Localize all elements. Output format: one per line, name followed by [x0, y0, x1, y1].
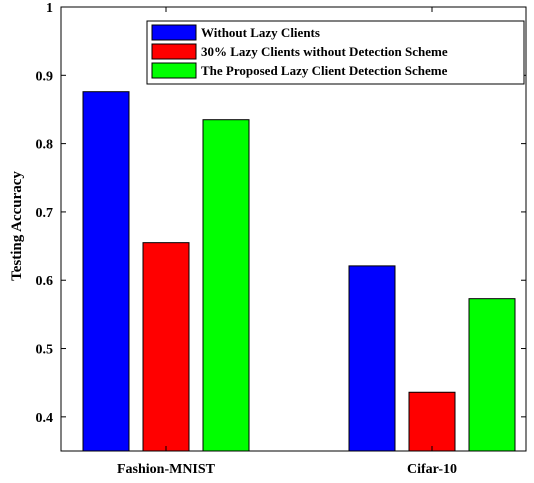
axes-layer: 0.4 0.5 0.6 0.7 0.8 0.9 1 Fashion-MNIST Cifar-10	[36, 1, 527, 477]
bar-cifar-10-series-1	[348, 265, 396, 452]
legend-swatch	[151, 24, 197, 41]
legend: Without Lazy Clients 30% Lazy Clients wit…	[146, 20, 525, 85]
y-tick-label: 0.6	[36, 274, 54, 289]
plot-frame	[60, 6, 527, 452]
legend-box	[146, 20, 525, 85]
y-tick-label: 0.7	[36, 206, 54, 221]
y-tick-label: 0.5	[36, 343, 54, 358]
x-tick-label: Cifar-10	[407, 462, 457, 477]
bar-fashion-mnist-series-2	[142, 242, 190, 452]
bar-fashion-mnist-series-3	[202, 119, 250, 452]
y-tick-label: 1	[46, 1, 53, 16]
y-tick-label: 0.9	[36, 69, 54, 84]
bar-fashion-mnist-series-1	[82, 91, 130, 452]
bars-layer	[82, 91, 516, 452]
legend-swatch	[151, 62, 197, 79]
y-tick-label: 0.4	[36, 411, 54, 426]
legend-swatch	[151, 43, 197, 60]
legend-label: Without Lazy Clients	[201, 25, 320, 40]
x-tick-label: Fashion-MNIST	[117, 462, 216, 477]
legend-label: The Proposed Lazy Client Detection Schem…	[201, 63, 448, 78]
y-axis-title: Testing Accuracy	[9, 171, 25, 281]
bar-cifar-10-series-3	[468, 298, 516, 452]
legend-label: 30% Lazy Clients without Detection Schem…	[201, 44, 448, 59]
bar-cifar-10-series-2	[408, 391, 456, 452]
y-tick-label: 0.8	[36, 138, 54, 153]
